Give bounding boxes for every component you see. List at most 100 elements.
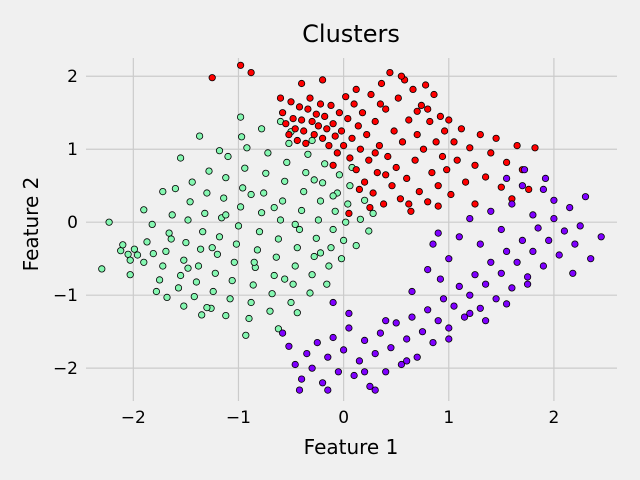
scatter-point [334, 368, 342, 376]
scatter-point [460, 313, 469, 321]
scatter-point [266, 307, 274, 315]
scatter-point [430, 90, 438, 99]
scatter-point [360, 178, 369, 186]
scatter-point [237, 61, 245, 69]
scatter-point [545, 236, 553, 244]
scatter-point [316, 197, 325, 205]
x-tick-label: 1 [443, 408, 454, 428]
scatter-point [339, 346, 348, 354]
scatter-point [318, 379, 327, 387]
scatter-point [529, 211, 537, 219]
scatter-point [352, 85, 360, 94]
scatter-point [492, 295, 500, 303]
scatter-point [182, 239, 190, 247]
scatter-point [295, 103, 304, 111]
scatter-point [180, 256, 188, 264]
scatter-point [382, 171, 390, 179]
scatter-point [424, 105, 432, 113]
scatter-point [434, 202, 442, 210]
scatter-point [434, 229, 442, 237]
scatter-point [365, 156, 373, 164]
scatter-point [314, 216, 322, 224]
scatter-point [156, 276, 164, 284]
scatter-point [314, 122, 322, 130]
scatter-point [174, 284, 183, 292]
scatter-point [455, 282, 463, 290]
scatter-point [208, 244, 216, 252]
scatter-point [318, 76, 327, 84]
scatter-point [250, 258, 258, 266]
scatter-point [403, 357, 411, 365]
scatter-point [369, 189, 377, 197]
scatter-point [283, 158, 291, 166]
scatter-point [355, 185, 363, 193]
scatter-point [426, 117, 434, 126]
scatter-point [130, 245, 138, 253]
scatter-point [148, 220, 156, 228]
scatter-point [367, 90, 375, 99]
scatter-point [438, 152, 447, 161]
scatter-points [98, 61, 605, 394]
scatter-point [363, 131, 371, 139]
scatter-point [291, 360, 299, 369]
scatter-point [243, 144, 251, 152]
scatter-point [508, 200, 516, 208]
scatter-point [476, 131, 484, 139]
scatter-point [531, 144, 539, 152]
scatter-point [371, 117, 379, 126]
scatter-point [445, 116, 453, 124]
scatter-point [222, 174, 230, 182]
scatter-point [215, 233, 224, 241]
scatter-point [342, 218, 350, 226]
scatter-point [159, 262, 167, 270]
scatter-point [384, 152, 392, 161]
scatter-point [497, 225, 505, 234]
scatter-point [429, 240, 437, 248]
scatter-point [439, 295, 448, 303]
scatter-point [228, 276, 236, 285]
scatter-point [457, 125, 465, 133]
scatter-point [396, 195, 404, 203]
scatter-point [428, 169, 436, 177]
scatter-point [445, 255, 453, 263]
scatter-point [369, 209, 377, 217]
scatter-point [405, 116, 413, 124]
scatter-point [331, 207, 339, 215]
scatter-point [329, 161, 337, 169]
scatter-point [392, 319, 400, 327]
scatter-point [149, 250, 157, 258]
y-tick-label: 0 [67, 213, 78, 233]
scatter-point [382, 317, 390, 325]
scatter-point [237, 203, 245, 211]
scatter-point [168, 211, 176, 219]
scatter-point [126, 256, 134, 264]
scatter-point [403, 335, 411, 343]
scatter-point [539, 262, 548, 270]
scatter-point [436, 275, 444, 283]
scatter-point [471, 200, 479, 208]
scatter-point [487, 207, 495, 215]
y-axis-label: Feature 2 [19, 177, 43, 272]
scatter-point [293, 244, 301, 252]
scatter-point [455, 233, 463, 241]
scatter-point [346, 182, 354, 190]
scatter-point [371, 386, 379, 394]
scatter-point [140, 258, 148, 266]
scatter-point [523, 273, 532, 281]
scatter-point [436, 112, 444, 121]
scatter-point [581, 193, 590, 201]
scatter-point [143, 238, 151, 246]
scatter-point [335, 171, 343, 179]
scatter-point [162, 247, 170, 255]
scatter-point [285, 131, 293, 139]
scatter-point [487, 258, 495, 266]
scatter-point [492, 134, 500, 142]
scatter-point [222, 311, 230, 320]
scatter-point [304, 150, 312, 158]
scatter-point [345, 209, 353, 217]
scatter-point [247, 69, 255, 77]
scatter-point [318, 179, 327, 187]
scatter-point [529, 247, 537, 255]
scatter-point [392, 163, 400, 172]
